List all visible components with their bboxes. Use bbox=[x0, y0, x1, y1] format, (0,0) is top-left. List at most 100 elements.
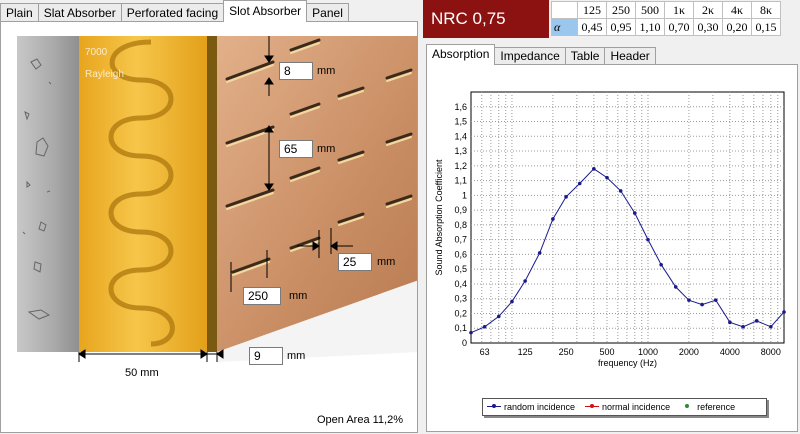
y-tick-label: 0,8 bbox=[454, 220, 467, 230]
y-axis-label: Sound Absorption Coefficient bbox=[434, 159, 444, 275]
data-point bbox=[577, 181, 582, 186]
concrete-wall bbox=[17, 36, 79, 352]
data-point bbox=[564, 195, 568, 199]
tab-slat-absorber[interactable]: Slat Absorber bbox=[37, 3, 122, 22]
data-point bbox=[659, 262, 663, 267]
absorption-chart: 0 0,1 0,2 0,3 0,4 0,5 0,6 0,7 0,8 0,9 1 1,1 1,2 1,3 1,… bbox=[434, 91, 786, 368]
slot-height-input[interactable]: 8 bbox=[279, 62, 313, 80]
tab-impedance[interactable]: Impedance bbox=[494, 47, 566, 65]
board-bottom-face bbox=[217, 280, 417, 362]
freq-2k: 2κ bbox=[693, 1, 723, 19]
y-tick-label: 1 bbox=[462, 190, 467, 200]
data-point bbox=[551, 217, 555, 221]
x-tick-label: 2000 bbox=[679, 347, 699, 357]
slot-length-unit: mm bbox=[289, 290, 308, 302]
y-tick-label: 0,4 bbox=[454, 279, 467, 289]
x-axis-label: frequency (Hz) bbox=[598, 358, 657, 368]
octave-band-table: 125 250 500 1κ 2κ 4κ 8κ α 0,45 0,95 1,10… bbox=[551, 1, 781, 36]
data-point bbox=[632, 211, 637, 215]
slot-spacing-input[interactable]: 65 bbox=[279, 140, 313, 158]
alpha-500: 1,10 bbox=[635, 18, 665, 36]
freq-4k: 4κ bbox=[722, 1, 752, 19]
slot-gap-input[interactable]: 25 bbox=[338, 253, 372, 271]
y-tick-label: 1,4 bbox=[454, 131, 467, 141]
tab-slot-absorber[interactable]: Slot Absorber bbox=[223, 0, 308, 22]
slot-spacing-unit: mm bbox=[317, 143, 336, 155]
alpha-4k: 0,20 bbox=[722, 18, 752, 36]
legend-random: random incidence bbox=[487, 402, 575, 412]
y-tick-label: 1,1 bbox=[454, 176, 467, 186]
x-tick-label: 1000 bbox=[638, 347, 658, 357]
legend-random-label: random incidence bbox=[504, 402, 576, 412]
tab-header[interactable]: Header bbox=[604, 47, 656, 65]
brand-label-2: Rayleigh bbox=[85, 69, 124, 80]
alpha-row: α 0,45 0,95 1,10 0,70 0,30 0,20 0,15 bbox=[551, 18, 781, 36]
data-point bbox=[605, 175, 609, 180]
freq-1k: 1κ bbox=[664, 1, 694, 19]
data-point bbox=[496, 314, 501, 319]
freq-125: 125 bbox=[577, 1, 607, 19]
results-pane: NRC 0,75 125 250 500 1κ 2κ 4κ 8κ α 0,45 … bbox=[423, 0, 800, 434]
result-tabs: Absorption Impedance Table Header bbox=[426, 44, 656, 65]
x-tick-label: 4000 bbox=[720, 347, 740, 357]
alpha-2k: 0,30 bbox=[693, 18, 723, 36]
tab-panel[interactable]: Panel bbox=[306, 3, 349, 22]
alpha-symbol-cell[interactable]: α bbox=[551, 18, 578, 36]
construction-tabs: Plain Slat Absorber Perforated facing Sl… bbox=[0, 0, 349, 22]
wool-fibre-line bbox=[108, 39, 175, 347]
legend-reference-label: reference bbox=[697, 402, 736, 412]
x-tick-label: 125 bbox=[518, 347, 533, 357]
series-line-0 bbox=[470, 168, 785, 334]
tab-perforated-facing[interactable]: Perforated facing bbox=[120, 3, 225, 22]
plot-area bbox=[470, 91, 785, 344]
data-point bbox=[728, 320, 732, 325]
x-tick-label: 8000 bbox=[761, 347, 781, 357]
y-tick-label: 0,5 bbox=[454, 264, 467, 274]
legend-normal: normal incidence bbox=[585, 402, 670, 412]
freq-250: 250 bbox=[606, 1, 636, 19]
freq-8k: 8κ bbox=[751, 1, 781, 19]
data-point bbox=[618, 189, 623, 193]
freq-500: 500 bbox=[635, 1, 665, 19]
data-point bbox=[741, 324, 745, 329]
chart-legend: random incidence normal incidence refere… bbox=[482, 398, 767, 416]
y-tick-label: 0,9 bbox=[454, 205, 467, 215]
alpha-125: 0,45 bbox=[577, 18, 607, 36]
construction-diagram-panel: 7000 Rayleigh 8 mm 65 mm 25 mm 250 mm 9 … bbox=[0, 21, 418, 433]
open-area-readout: Open Area 11,2% bbox=[316, 414, 403, 426]
data-point bbox=[713, 298, 718, 302]
data-point bbox=[510, 299, 514, 304]
y-tick-label: 0 bbox=[462, 338, 467, 348]
data-point bbox=[687, 298, 691, 302]
x-tick-label: 250 bbox=[559, 347, 574, 357]
wall-texture bbox=[22, 58, 52, 320]
data-point bbox=[754, 319, 759, 323]
y-tick-label: 0,1 bbox=[454, 323, 467, 333]
x-tick-label: 500 bbox=[600, 347, 615, 357]
data-point bbox=[769, 324, 773, 329]
legend-reference-swatch bbox=[680, 403, 694, 411]
data-point bbox=[782, 310, 786, 314]
tab-plain[interactable]: Plain bbox=[0, 3, 39, 22]
data-point bbox=[523, 279, 527, 283]
absorption-chart-panel: 0 0,1 0,2 0,3 0,4 0,5 0,6 0,7 0,8 0,9 1 1,1 1,2 1,3 1,… bbox=[426, 64, 798, 432]
construction-drawing bbox=[17, 36, 417, 362]
tab-table[interactable]: Table bbox=[564, 47, 606, 65]
slot-length-input[interactable]: 250 bbox=[243, 287, 281, 305]
data-point bbox=[537, 251, 542, 255]
y-tick-label: 0,6 bbox=[454, 249, 467, 259]
y-tick-label: 1,6 bbox=[454, 102, 467, 112]
tab-absorption[interactable]: Absorption bbox=[426, 44, 496, 65]
x-tick-label: 63 bbox=[480, 347, 490, 357]
table-corner bbox=[551, 1, 578, 19]
data-point bbox=[646, 237, 650, 242]
frequency-row: 125 250 500 1κ 2κ 4κ 8κ bbox=[551, 1, 781, 19]
legend-random-swatch bbox=[487, 403, 501, 411]
facing-thickness-input[interactable]: 9 bbox=[249, 347, 283, 365]
alpha-8k: 0,15 bbox=[751, 18, 781, 36]
slot-height-unit: mm bbox=[317, 65, 336, 77]
data-point bbox=[482, 324, 487, 329]
y-tick-label: 1,5 bbox=[454, 117, 467, 127]
legend-normal-swatch bbox=[585, 403, 600, 411]
